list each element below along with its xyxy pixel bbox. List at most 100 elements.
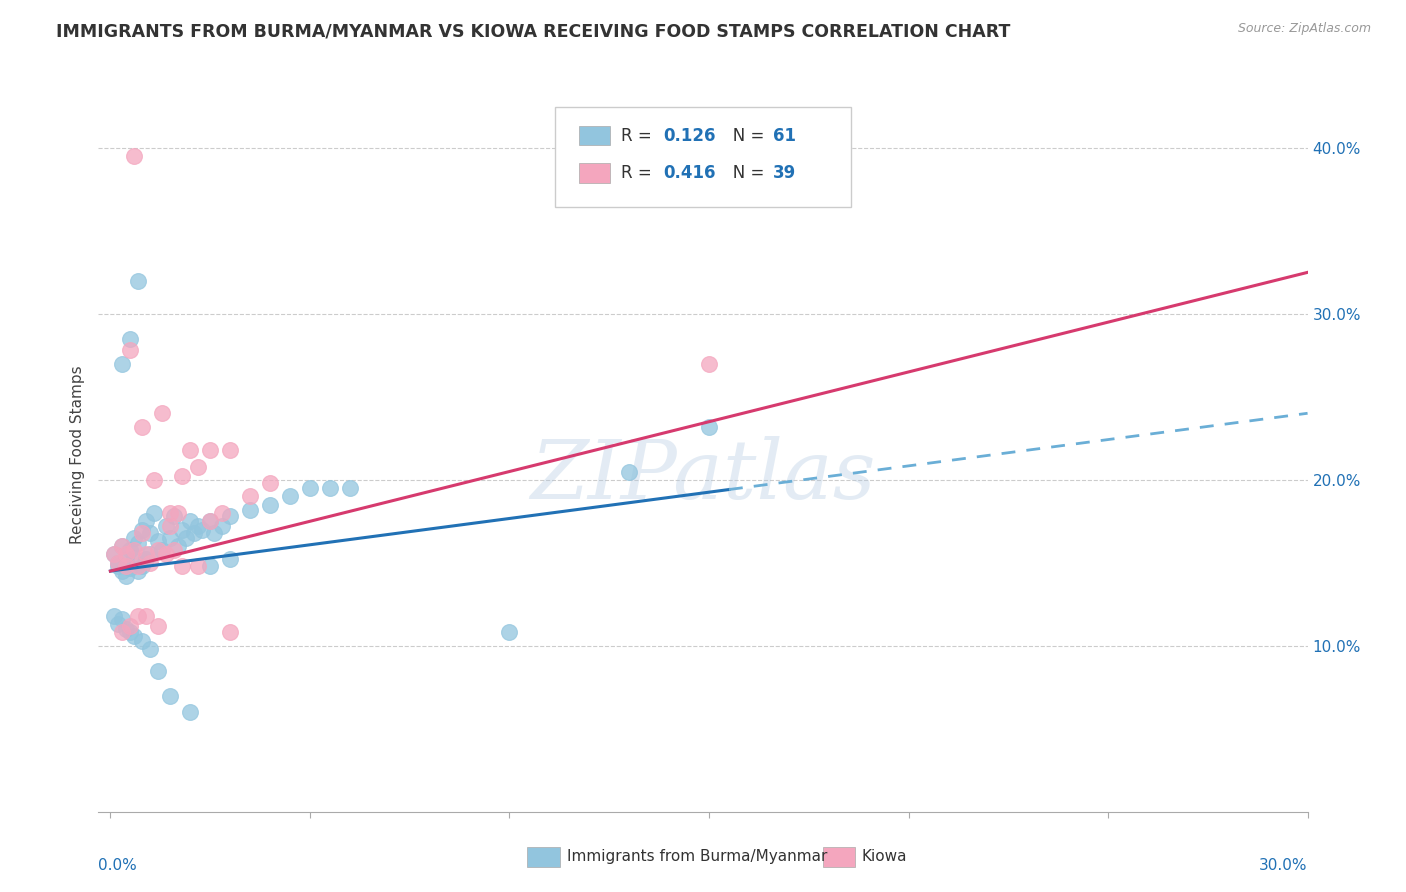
Point — [135, 552, 157, 566]
Point — [183, 525, 205, 540]
Text: Kiowa: Kiowa — [862, 849, 907, 863]
Point — [198, 559, 221, 574]
Point — [159, 531, 181, 545]
Point — [107, 559, 129, 574]
Point — [124, 149, 146, 163]
Point — [111, 612, 134, 626]
Text: N =: N = — [717, 127, 769, 145]
Point — [219, 509, 242, 524]
Point — [111, 539, 134, 553]
Point — [139, 548, 162, 562]
Text: 61: 61 — [773, 127, 796, 145]
Point — [139, 556, 162, 570]
Point — [150, 542, 173, 557]
Text: 0.0%: 0.0% — [98, 858, 138, 873]
Point — [179, 514, 201, 528]
Point — [124, 550, 146, 565]
Point — [103, 608, 125, 623]
Point — [148, 534, 170, 549]
Text: IMMIGRANTS FROM BURMA/MYANMAR VS KIOWA RECEIVING FOOD STAMPS CORRELATION CHART: IMMIGRANTS FROM BURMA/MYANMAR VS KIOWA R… — [56, 22, 1011, 40]
Point — [139, 525, 162, 540]
Point — [131, 523, 153, 537]
Point — [127, 608, 149, 623]
Point — [239, 502, 262, 516]
Text: 0.126: 0.126 — [664, 127, 716, 145]
Point — [120, 343, 142, 358]
Point — [697, 419, 720, 434]
Point — [198, 514, 221, 528]
Point — [219, 625, 242, 640]
Text: Immigrants from Burma/Myanmar: Immigrants from Burma/Myanmar — [567, 849, 827, 863]
Point — [139, 642, 162, 657]
Point — [103, 548, 125, 562]
Point — [167, 539, 190, 553]
Point — [172, 469, 194, 483]
Point — [135, 514, 157, 528]
Point — [211, 506, 233, 520]
Text: 39: 39 — [773, 164, 797, 182]
Point — [191, 523, 214, 537]
Text: ZIPatlas: ZIPatlas — [530, 436, 876, 516]
Point — [697, 357, 720, 371]
Point — [103, 548, 125, 562]
Point — [120, 542, 142, 557]
Point — [148, 542, 170, 557]
Point — [211, 519, 233, 533]
Y-axis label: Receiving Food Stamps: Receiving Food Stamps — [69, 366, 84, 544]
Text: 0.416: 0.416 — [664, 164, 716, 182]
Point — [319, 481, 342, 495]
Point — [143, 473, 166, 487]
Text: N =: N = — [717, 164, 769, 182]
Point — [179, 442, 201, 457]
Point — [148, 619, 170, 633]
Point — [127, 536, 149, 550]
Point — [202, 525, 225, 540]
Point — [187, 559, 209, 574]
Point — [172, 523, 194, 537]
Point — [167, 506, 190, 520]
Point — [219, 442, 242, 457]
Point — [239, 490, 262, 504]
Point — [498, 625, 520, 640]
Point — [115, 559, 138, 574]
Point — [143, 506, 166, 520]
Point — [131, 419, 153, 434]
Point — [135, 548, 157, 562]
Point — [115, 552, 138, 566]
Point — [120, 619, 142, 633]
Point — [111, 564, 134, 578]
Point — [339, 481, 361, 495]
Point — [159, 689, 181, 703]
Point — [159, 506, 181, 520]
Point — [187, 459, 209, 474]
Point — [298, 481, 321, 495]
Point — [124, 629, 146, 643]
Point — [155, 548, 177, 562]
Point — [198, 442, 221, 457]
Point — [111, 357, 134, 371]
Point — [174, 531, 197, 545]
Point — [159, 519, 181, 533]
Point — [107, 556, 129, 570]
Point — [179, 705, 201, 719]
Text: Source: ZipAtlas.com: Source: ZipAtlas.com — [1237, 22, 1371, 36]
Point — [120, 332, 142, 346]
Point — [150, 406, 173, 420]
Point — [278, 490, 301, 504]
Point — [111, 539, 134, 553]
Point — [259, 476, 281, 491]
Point — [155, 519, 177, 533]
Point — [219, 552, 242, 566]
Point — [124, 531, 146, 545]
Point — [163, 542, 186, 557]
Point — [163, 509, 186, 524]
Point — [107, 556, 129, 570]
Point — [131, 633, 153, 648]
Point — [198, 514, 221, 528]
Text: R =: R = — [621, 127, 658, 145]
Text: R =: R = — [621, 164, 658, 182]
Point — [187, 519, 209, 533]
Point — [617, 465, 640, 479]
Point — [115, 569, 138, 583]
Point — [115, 548, 138, 562]
